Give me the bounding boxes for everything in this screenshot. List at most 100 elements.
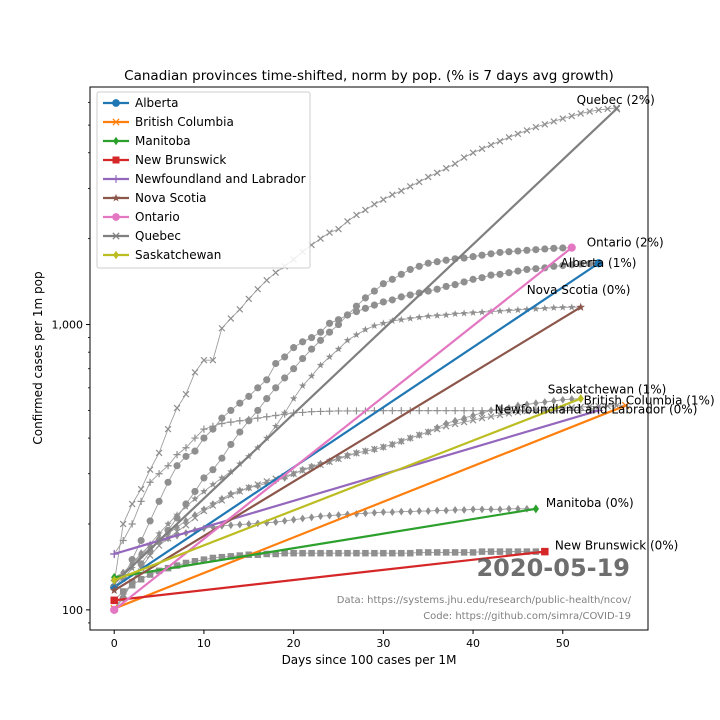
background-trace-point — [201, 505, 207, 514]
legend-marker — [112, 99, 120, 107]
background-trace-point — [460, 549, 468, 556]
background-trace-point — [316, 361, 325, 369]
background-trace-point — [469, 549, 477, 556]
background-trace-point — [541, 245, 549, 253]
background-trace-point — [218, 474, 226, 482]
background-trace-point — [488, 505, 494, 514]
background-trace-point — [227, 553, 235, 560]
background-trace-point — [380, 196, 387, 203]
background-trace-point — [433, 425, 441, 433]
background-trace-point — [568, 261, 576, 269]
background-trace-point — [343, 311, 352, 319]
chart-title: Canadian provinces time-shifted, norm by… — [124, 68, 614, 84]
background-trace-point — [362, 549, 369, 557]
background-trace-point — [370, 321, 379, 329]
y-axis-label: Confirmed cases per 1m pop — [31, 271, 45, 444]
background-trace-point — [388, 441, 396, 448]
background-trace-point — [255, 481, 261, 490]
background-trace-point — [200, 487, 208, 495]
background-trace-point — [424, 549, 432, 556]
background-trace-point — [352, 407, 361, 415]
background-trace-point — [442, 422, 450, 430]
series-line — [113, 306, 582, 592]
background-trace-point — [397, 407, 405, 415]
background-trace-point — [128, 520, 136, 528]
background-trace-point — [532, 304, 540, 312]
y-tick-label: 100 — [62, 604, 83, 617]
background-trace-line — [113, 247, 572, 611]
series-end-point — [577, 394, 584, 404]
legend-label: Alberta — [135, 96, 179, 110]
series-line — [113, 108, 618, 585]
background-trace-point — [245, 484, 253, 492]
background-trace-point — [263, 395, 271, 403]
background-trace-point — [236, 552, 244, 559]
background-trace-point — [344, 452, 351, 460]
series-annotation: Nova Scotia (0%) — [527, 283, 631, 297]
series-line — [113, 409, 599, 556]
background-trace-point — [497, 505, 503, 514]
background-trace-point — [451, 160, 459, 168]
background-trace-point — [370, 287, 378, 295]
background-trace-point — [308, 334, 316, 342]
legend-entry: Nova Scotia — [103, 191, 207, 205]
series-newfoundland-and-labrador — [110, 406, 603, 559]
background-trace-point — [505, 133, 513, 141]
series-annotation: New Brunswick (0%) — [555, 539, 679, 553]
background-trace-point — [352, 302, 361, 310]
background-trace-point — [191, 514, 199, 522]
legend-label: Newfoundland and Labrador — [135, 172, 306, 186]
background-trace-point — [316, 407, 325, 415]
background-trace-point — [397, 315, 405, 323]
background-trace-point — [551, 396, 557, 405]
background-trace-point — [298, 381, 307, 389]
background-trace-point — [218, 324, 226, 332]
background-trace-point — [146, 571, 154, 578]
background-trace-point — [209, 466, 217, 474]
background-trace-point — [595, 402, 603, 410]
legend-label: Ontario — [135, 210, 180, 224]
background-trace-point — [416, 507, 422, 515]
background-trace-point — [137, 485, 145, 493]
background-trace-point — [173, 562, 181, 569]
background-trace-point — [452, 506, 458, 514]
background-trace-point — [263, 376, 271, 384]
background-trace-point — [227, 491, 235, 499]
background-trace-point — [182, 521, 190, 529]
legend-box — [96, 91, 311, 269]
background-trace-point — [388, 407, 396, 415]
background-trace-point — [237, 520, 243, 529]
background-trace-point — [469, 416, 477, 424]
background-trace-point — [496, 307, 504, 315]
series-nova-scotia — [109, 302, 585, 595]
background-trace-point — [397, 293, 405, 301]
background-trace — [110, 104, 620, 587]
background-trace-point — [218, 414, 226, 422]
background-trace-point — [424, 407, 432, 415]
background-trace-point — [299, 338, 307, 346]
legend-entry: British Columbia — [103, 115, 234, 129]
background-trace-point — [478, 308, 486, 316]
background-trace-point — [496, 137, 504, 145]
background-trace-point — [353, 549, 360, 557]
background-trace-point — [272, 411, 280, 420]
background-trace-point — [415, 431, 423, 439]
background-trace-point — [146, 478, 154, 486]
background-trace-point — [308, 408, 316, 416]
background-trace-point — [371, 445, 378, 453]
background-trace-point — [335, 225, 342, 233]
background-trace-point — [173, 451, 181, 459]
background-trace-point — [532, 407, 540, 414]
background-trace-point — [514, 306, 522, 314]
series-line — [113, 397, 582, 582]
background-trace-point — [560, 395, 566, 404]
background-trace-point — [442, 256, 450, 264]
background-trace-point — [397, 270, 405, 278]
background-trace-point — [227, 418, 235, 426]
background-trace-point — [523, 246, 531, 254]
date-label: 2020-05-19 — [476, 554, 630, 582]
background-trace-point — [191, 494, 199, 502]
legend-marker — [113, 250, 119, 260]
background-trace-point — [334, 345, 343, 353]
background-trace-point — [182, 559, 190, 567]
